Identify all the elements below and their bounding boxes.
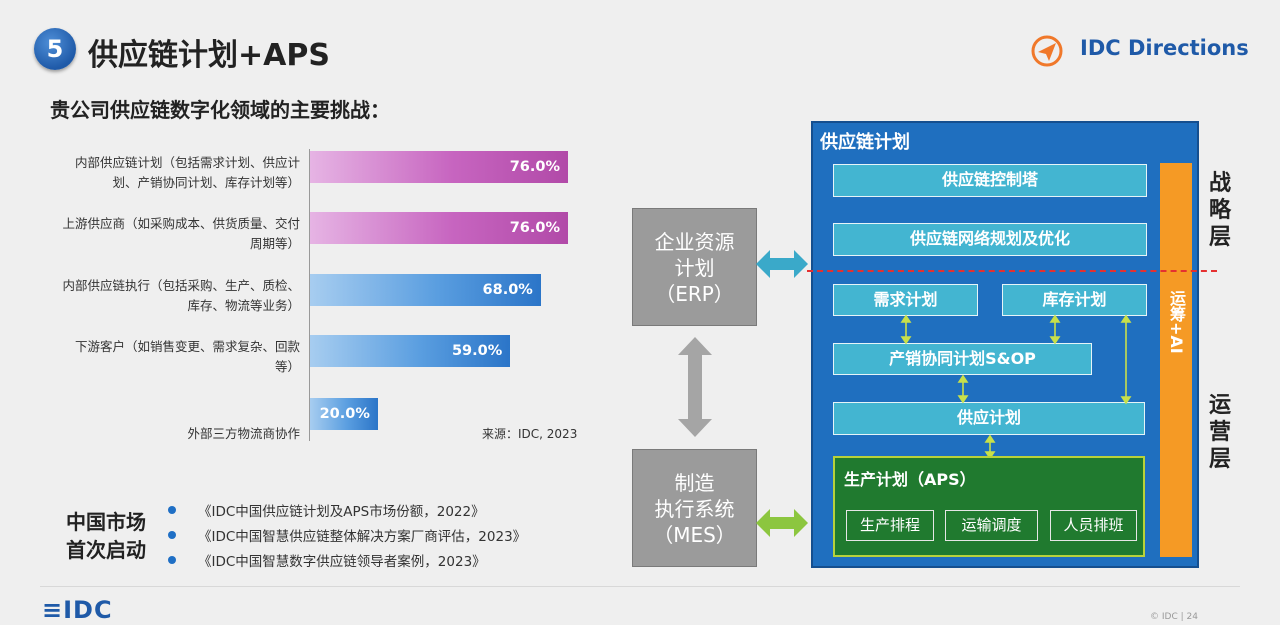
aps-item-staffing: 人员排班 xyxy=(1050,510,1137,541)
report-item: 《IDC中国智慧供应链整体解决方案厂商评估，2023》 xyxy=(168,525,526,545)
aps-title: 生产计划（APS） xyxy=(844,470,976,489)
market-label-line1: 中国市场 xyxy=(66,510,146,534)
bar-category-label: 划、产销协同计划、库存计划等） xyxy=(112,175,300,190)
market-label-line2: 首次启动 xyxy=(66,538,146,562)
brand-name: IDC Directions xyxy=(1080,36,1249,60)
chart-subtitle: 贵公司供应链数字化领域的主要挑战： xyxy=(50,98,390,122)
aps-item-scheduling: 生产排程 xyxy=(846,510,934,541)
footer-copyright: © IDC | 24 xyxy=(1150,612,1198,622)
bar-category-label: 内部供应链执行（包括采购、生产、质检、 xyxy=(62,278,300,293)
sop-box: 产销协同计划S&OP xyxy=(833,343,1092,375)
bar-value-label: 76.0% xyxy=(509,220,560,236)
bar-category-label: 周期等） xyxy=(249,236,300,251)
report-item: 《IDC中国供应链计划及APS市场份额，2022》 xyxy=(168,500,485,520)
bar-value-label: 59.0% xyxy=(451,343,503,359)
bar-value-label: 68.0% xyxy=(482,282,533,298)
page-title: 供应链计划+APS xyxy=(88,38,330,73)
bar-value-label: 20.0% xyxy=(319,406,370,422)
bar-value-label: 76.0% xyxy=(509,159,560,175)
operational-layer-label: 运 营 层 xyxy=(1208,393,1231,472)
control-tower-box: 供应链控制塔 xyxy=(833,164,1147,197)
source-note: 来源：IDC, 2023 xyxy=(482,427,578,441)
erp-line2: 计划 xyxy=(674,256,715,280)
supply-chain-title: 供应链计划 xyxy=(820,132,910,153)
bar: 20.0% xyxy=(310,398,378,430)
ops-ai-bar xyxy=(1160,163,1192,557)
bar-category-label: 上游供应商（如采购成本、供货质量、交付 xyxy=(62,216,300,231)
market-label: 中国市场 首次启动 xyxy=(66,508,166,564)
bar-category-label: 内部供应链计划（包括需求计划、供应计 xyxy=(74,155,300,170)
mes-link-arrow-icon xyxy=(756,509,808,537)
aps-item-transport: 运输调度 xyxy=(945,510,1038,541)
erp-link-arrow-icon xyxy=(756,250,808,278)
section-number-badge: 5 xyxy=(34,28,76,70)
erp-box: 企业资源 计划 （ERP） xyxy=(632,208,757,326)
bar: 68.0% xyxy=(310,274,541,306)
footer-divider xyxy=(40,586,1240,587)
bar-category-label: 外部三方物流商协作 xyxy=(187,426,300,441)
mes-line1: 制造 xyxy=(674,471,715,495)
strategic-layer-label: 战 略 层 xyxy=(1208,171,1231,250)
bar: 76.0% xyxy=(310,151,568,183)
erp-mes-arrow-icon xyxy=(678,337,712,437)
mes-line3: （MES） xyxy=(653,523,736,547)
bar: 59.0% xyxy=(310,335,511,367)
idc-footer-logo: ≡IDC xyxy=(42,596,113,624)
bar: 76.0% xyxy=(310,212,568,244)
mes-box: 制造 执行系统 （MES） xyxy=(632,449,757,567)
demand-planning-box: 需求计划 xyxy=(833,284,978,316)
network-planning-box: 供应链网络规划及优化 xyxy=(833,223,1147,256)
erp-line3: （ERP） xyxy=(655,282,734,306)
ops-ai-label: 运筹+AI xyxy=(1167,290,1186,354)
erp-line1: 企业资源 xyxy=(654,230,735,254)
bar-category-label: 等） xyxy=(274,359,300,374)
supply-planning-box: 供应计划 xyxy=(833,402,1145,435)
planning-connector-icons xyxy=(900,314,1132,460)
mes-line2: 执行系统 xyxy=(654,497,735,521)
chart-axis xyxy=(309,149,310,441)
bar-category-label: 库存、物流等业务） xyxy=(187,298,300,313)
report-item: 《IDC中国智慧数字供应链领导者案例，2023》 xyxy=(168,550,486,570)
idc-directions-logo-icon xyxy=(1031,35,1063,67)
layer-divider-line xyxy=(807,270,1217,272)
bar-category-label: 下游客户（如销售变更、需求复杂、回款 xyxy=(74,339,300,354)
inventory-planning-box: 库存计划 xyxy=(1002,284,1147,316)
